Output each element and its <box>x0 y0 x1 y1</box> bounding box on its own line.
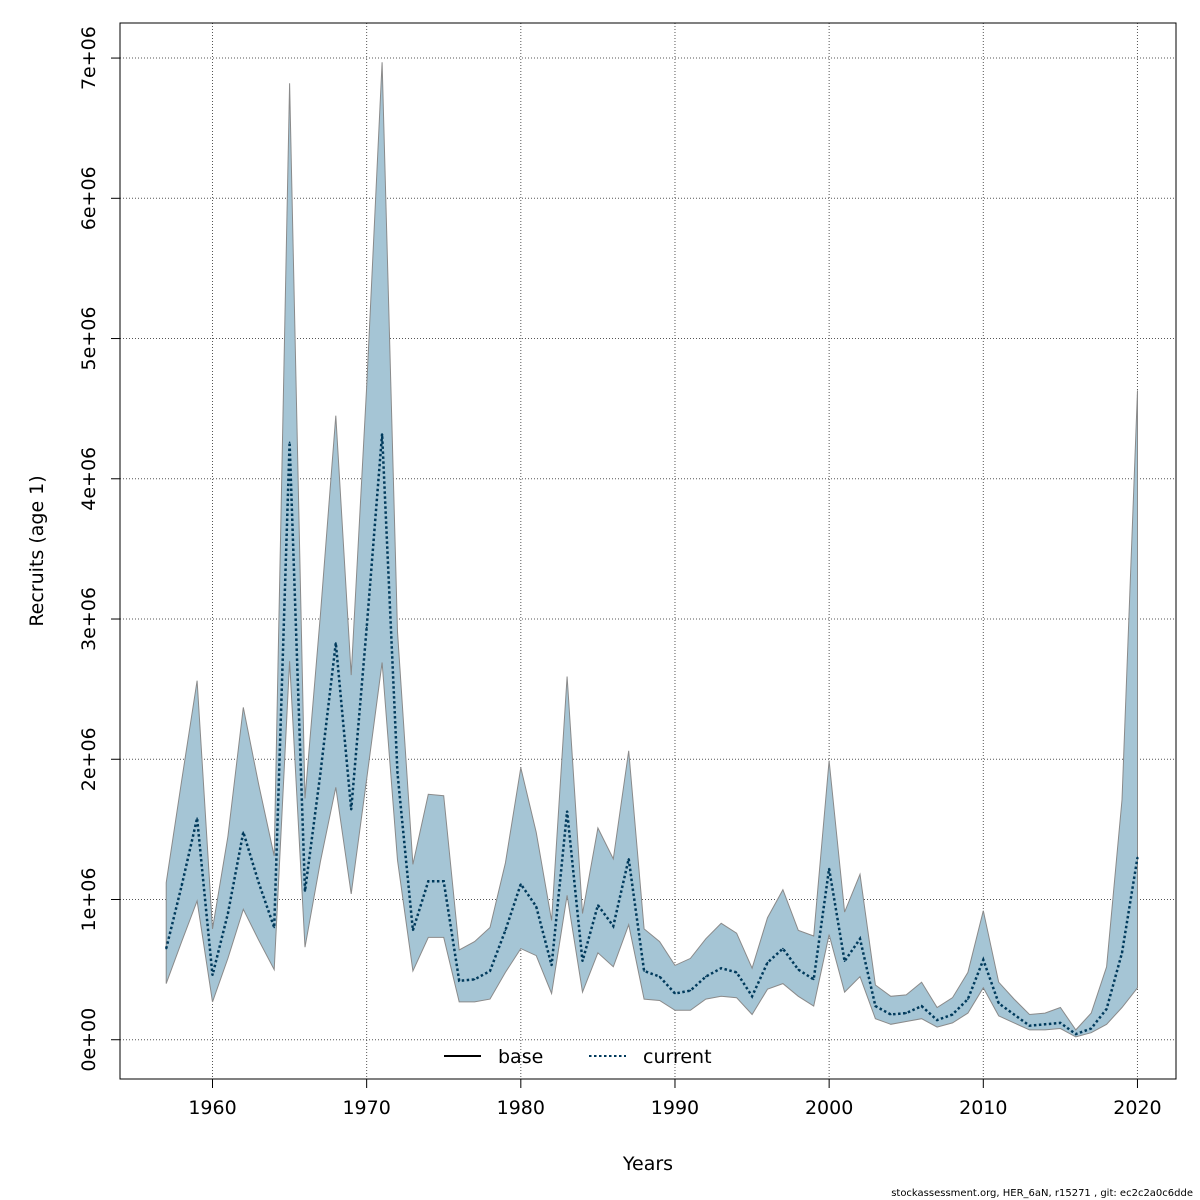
data-point <box>211 974 214 976</box>
data-point <box>905 1012 907 1014</box>
legend: base current <box>444 1046 712 1068</box>
data-point <box>997 1002 1000 1005</box>
x-tick-label: 2010 <box>959 1097 1007 1119</box>
data-point <box>535 905 537 908</box>
grid-lines <box>120 23 1176 1079</box>
y-axis-title: Recruits (age 1) <box>26 475 48 626</box>
data-point <box>859 938 861 940</box>
series-lines-layer <box>164 433 1139 1036</box>
y-tick-label: 3e+06 <box>78 587 100 651</box>
data-point <box>257 881 260 884</box>
data-point <box>874 1005 877 1007</box>
data-point <box>396 772 399 775</box>
data-point <box>843 960 846 962</box>
data-point <box>1059 1022 1062 1024</box>
data-point <box>581 960 584 962</box>
plot-frame <box>119 22 1177 1080</box>
y-tick-label: 0e+00 <box>78 1008 100 1072</box>
y-tick-label: 2e+06 <box>78 727 100 791</box>
data-point <box>427 880 430 883</box>
data-point <box>442 880 445 883</box>
data-point <box>304 890 306 892</box>
confidence-band <box>165 62 1138 1038</box>
data-point <box>489 970 491 972</box>
x-tick-label: 2020 <box>1113 1097 1161 1119</box>
data-point <box>597 904 599 906</box>
data-point <box>1136 856 1139 859</box>
x-tick-label: 1980 <box>497 1097 545 1119</box>
data-point <box>1044 1023 1046 1026</box>
data-point <box>751 995 753 998</box>
legend-label-current: current <box>643 1046 712 1068</box>
data-point <box>227 912 229 915</box>
data-point <box>1105 1008 1108 1010</box>
y-axis: 0e+00 1e+06 2e+06 3e+06 4e+06 5e+06 6e+06 7e+06 <box>78 26 121 1072</box>
x-axis: 1960 1970 1980 1990 2000 2010 2020 <box>188 1078 1162 1119</box>
y-tick-label: 7e+06 <box>78 26 100 90</box>
data-point <box>797 968 800 971</box>
data-point <box>643 970 645 972</box>
data-point <box>520 883 522 885</box>
data-point <box>350 808 353 811</box>
data-point <box>920 1005 923 1007</box>
data-point <box>473 978 476 981</box>
data-point <box>319 772 322 775</box>
y-tick-label: 6e+06 <box>78 166 100 230</box>
data-point <box>1090 1027 1092 1030</box>
data-point <box>766 961 769 964</box>
x-tick-label: 2000 <box>805 1097 853 1119</box>
data-point <box>674 992 676 995</box>
data-point <box>828 867 830 870</box>
data-point <box>689 989 692 992</box>
data-point <box>782 947 784 950</box>
data-point <box>982 959 985 961</box>
data-point <box>612 925 615 927</box>
data-point <box>412 929 414 932</box>
data-point <box>550 964 553 967</box>
confidence-band-layer <box>165 62 1138 1038</box>
data-point <box>1121 952 1123 954</box>
data-point <box>1013 1013 1015 1016</box>
y-tick-label: 5e+06 <box>78 307 100 371</box>
data-point <box>242 831 245 833</box>
x-tick-label: 1990 <box>651 1097 699 1119</box>
x-tick-label: 1960 <box>188 1097 236 1119</box>
series-line-current <box>164 433 1139 1036</box>
data-point <box>335 642 337 644</box>
data-point <box>566 810 568 812</box>
data-point <box>658 975 661 978</box>
data-point <box>165 947 167 950</box>
footer-note: stockassessment.org, HER_6aN, r15271 , g… <box>891 1188 1193 1199</box>
data-point <box>890 1013 892 1016</box>
data-point <box>735 971 738 974</box>
data-point <box>627 858 630 860</box>
data-point <box>381 433 383 435</box>
data-point <box>504 929 507 932</box>
data-points-layer <box>165 433 1139 1035</box>
x-tick-label: 1970 <box>342 1097 390 1119</box>
data-point <box>967 998 969 1000</box>
data-point <box>288 441 291 444</box>
data-point <box>196 817 198 819</box>
data-point <box>936 1019 938 1021</box>
data-point <box>812 978 815 981</box>
data-point <box>1075 1033 1077 1035</box>
data-point <box>720 967 722 969</box>
data-point <box>1028 1024 1031 1027</box>
y-tick-label: 1e+06 <box>78 868 100 932</box>
data-point <box>458 980 461 982</box>
data-point <box>180 884 183 887</box>
data-point <box>705 975 707 978</box>
legend-label-base: base <box>498 1046 543 1068</box>
data-point <box>273 926 276 929</box>
data-point <box>951 1013 954 1016</box>
data-point <box>365 626 368 629</box>
y-tick-label: 4e+06 <box>78 447 100 511</box>
x-axis-title: Years <box>622 1153 673 1175</box>
